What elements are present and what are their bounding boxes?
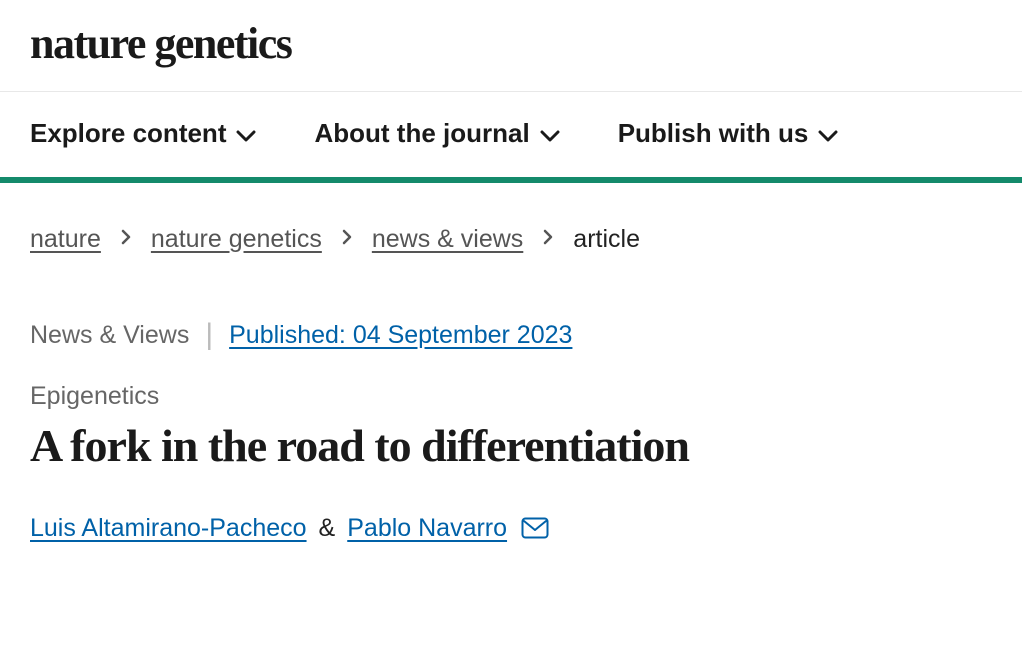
author-link-2[interactable]: Pablo Navarro bbox=[347, 514, 507, 543]
nav-explore-content[interactable]: Explore content bbox=[30, 118, 256, 149]
chevron-down-icon bbox=[540, 118, 560, 149]
article-subject: Epigenetics bbox=[0, 352, 1022, 411]
chevron-right-icon bbox=[342, 228, 352, 251]
article-authors: Luis Altamirano-Pacheco & Pablo Navarro bbox=[0, 472, 1022, 543]
journal-logo[interactable]: nature genetics bbox=[0, 0, 1022, 91]
chevron-right-icon bbox=[121, 228, 131, 251]
author-link-1[interactable]: Luis Altamirano-Pacheco bbox=[30, 514, 307, 543]
nav-explore-label: Explore content bbox=[30, 118, 226, 149]
chevron-right-icon bbox=[543, 228, 553, 251]
breadcrumb-news-views[interactable]: news & views bbox=[372, 225, 523, 254]
chevron-down-icon bbox=[236, 118, 256, 149]
meta-divider: | bbox=[205, 318, 213, 352]
breadcrumb: nature nature genetics news & views arti… bbox=[0, 183, 1022, 254]
nav-about-journal[interactable]: About the journal bbox=[314, 118, 559, 149]
published-date-link[interactable]: Published: 04 September 2023 bbox=[229, 321, 572, 350]
article-type: News & Views bbox=[30, 321, 189, 350]
journal-logo-text: nature genetics bbox=[30, 19, 291, 68]
chevron-down-icon bbox=[818, 118, 838, 149]
author-separator: & bbox=[319, 514, 336, 543]
article-title: A fork in the road to differentiation bbox=[0, 411, 1022, 472]
main-nav: Explore content About the journal Publis… bbox=[0, 92, 1022, 177]
breadcrumb-nature-genetics[interactable]: nature genetics bbox=[151, 225, 322, 254]
breadcrumb-current: article bbox=[573, 225, 640, 254]
nav-about-label: About the journal bbox=[314, 118, 529, 149]
nav-publish-label: Publish with us bbox=[618, 118, 809, 149]
breadcrumb-nature[interactable]: nature bbox=[30, 225, 101, 254]
article-meta: News & Views | Published: 04 September 2… bbox=[0, 254, 1022, 352]
nav-publish-with-us[interactable]: Publish with us bbox=[618, 118, 839, 149]
mail-icon[interactable] bbox=[521, 517, 549, 539]
